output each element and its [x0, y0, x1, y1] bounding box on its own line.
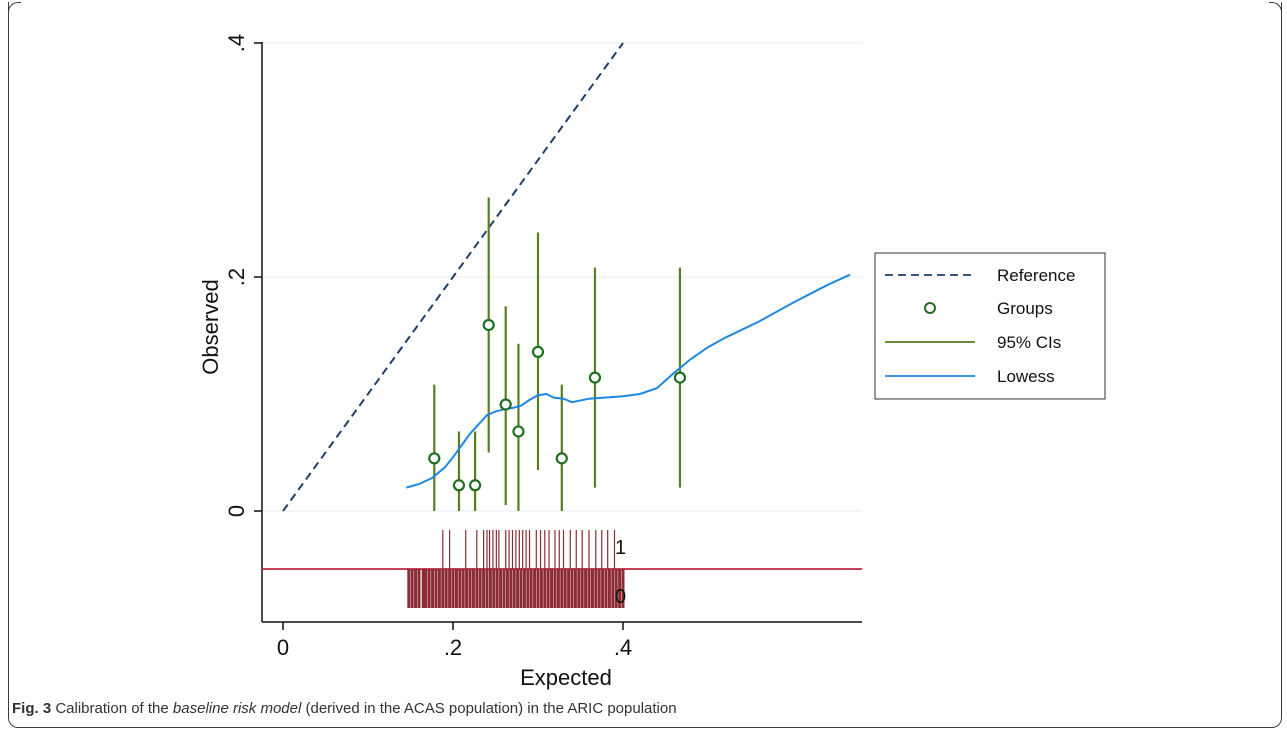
confidence-intervals — [433, 197, 682, 511]
caption-italic-text: baseline risk model — [172, 700, 302, 717]
figure-caption: Fig. 3 Calibration of the baseline risk … — [12, 700, 677, 717]
rug-label-non-events: 0 — [615, 586, 626, 608]
group-point — [588, 371, 602, 384]
y-tick-label: 0 — [224, 505, 249, 517]
group-point — [555, 452, 568, 465]
y-tick-label: .2 — [224, 268, 249, 286]
x-tick-label: .2 — [444, 635, 462, 660]
y-axis-label: Observed — [198, 279, 223, 374]
figure-frame-corner — [1269, 2, 1282, 15]
reference-line — [282, 42, 624, 512]
calibration-chart: 0.2.4 0.2.4 Expected Observed 10 Referen… — [198, 34, 1106, 690]
x-axis-label: Expected — [520, 665, 612, 690]
lowess-path — [406, 273, 851, 489]
y-ticks: 0 .2 .4 — [224, 34, 262, 517]
group-points — [428, 318, 687, 492]
group-point — [469, 479, 482, 492]
figure-frame-corner — [8, 2, 21, 15]
lowess-curve — [406, 273, 851, 489]
group-point — [512, 425, 525, 438]
group-point — [452, 479, 466, 492]
x-ticks: 0 .2 .4 — [277, 622, 632, 660]
figure-frame — [8, 2, 1282, 728]
caption-text-end: (derived in the ACAS population) in the … — [305, 700, 677, 717]
caption-text: Calibration of the — [55, 700, 169, 717]
rug-label-events: 1 — [615, 537, 626, 559]
group-point — [531, 345, 545, 358]
y-tick-label: .4 — [224, 34, 249, 52]
figure-label: Fig. 3 — [12, 700, 52, 717]
group-point — [482, 318, 495, 332]
legend-label: Lowess — [997, 367, 1055, 386]
legend-label: Groups — [997, 299, 1053, 318]
legend: Reference Groups 95% CIs Lowess — [874, 252, 1106, 400]
legend-box — [874, 252, 1106, 400]
legend-swatch-groups — [924, 302, 936, 314]
legend-label: Reference — [997, 266, 1075, 285]
x-tick-label: 0 — [277, 635, 289, 660]
rug-plot: 10 — [262, 530, 862, 608]
reference-diagonal — [282, 42, 624, 512]
group-point — [428, 452, 441, 465]
group-point — [673, 371, 687, 384]
legend-label: 95% CIs — [997, 333, 1061, 352]
axes — [261, 42, 862, 623]
group-point — [499, 398, 512, 411]
x-tick-label: .4 — [614, 635, 632, 660]
